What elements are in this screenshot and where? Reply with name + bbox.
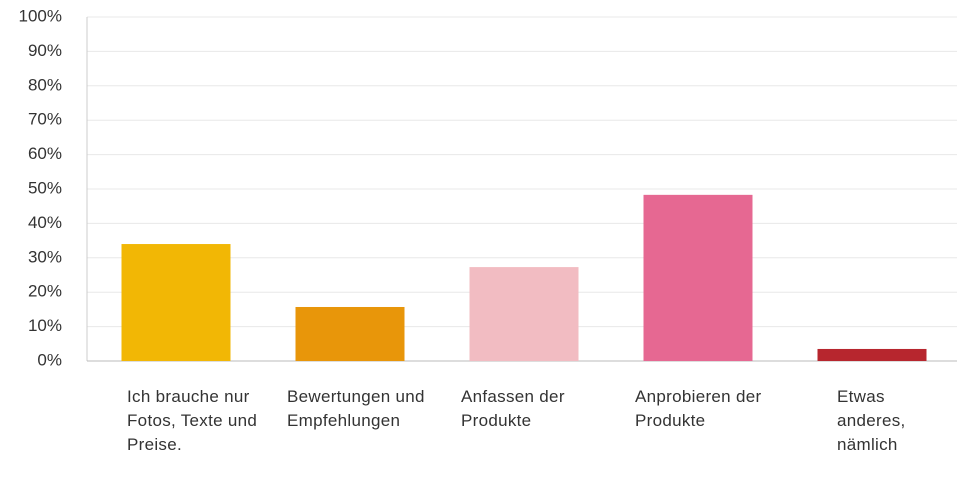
y-tick-label: 90% [28,41,62,60]
x-tick-label: Anprobieren der Produkte [635,387,762,430]
x-tick-label: Etwas anderes, nämlich [837,387,906,454]
y-tick-label: 40% [28,213,62,232]
y-tick-label: 0% [37,350,62,369]
x-tick-label: Ich brauche nur Fotos, Texte und Preise. [127,387,258,454]
bar [121,244,231,361]
y-tick-label: 100% [19,6,62,25]
y-tick-label: 60% [28,144,62,163]
y-tick-label: 20% [28,282,62,301]
bar [469,267,579,361]
x-tick-label: Bewertungen und Empfehlungen [287,387,425,430]
y-tick-label: 10% [28,316,62,335]
y-tick-label: 30% [28,247,62,266]
bar [817,348,927,361]
bar [295,306,405,361]
y-tick-label: 50% [28,178,62,197]
y-tick-label: 80% [28,75,62,94]
x-tick-label: Anfassen der Produkte [461,387,565,430]
bar [643,194,753,361]
y-tick-label: 70% [28,110,62,129]
